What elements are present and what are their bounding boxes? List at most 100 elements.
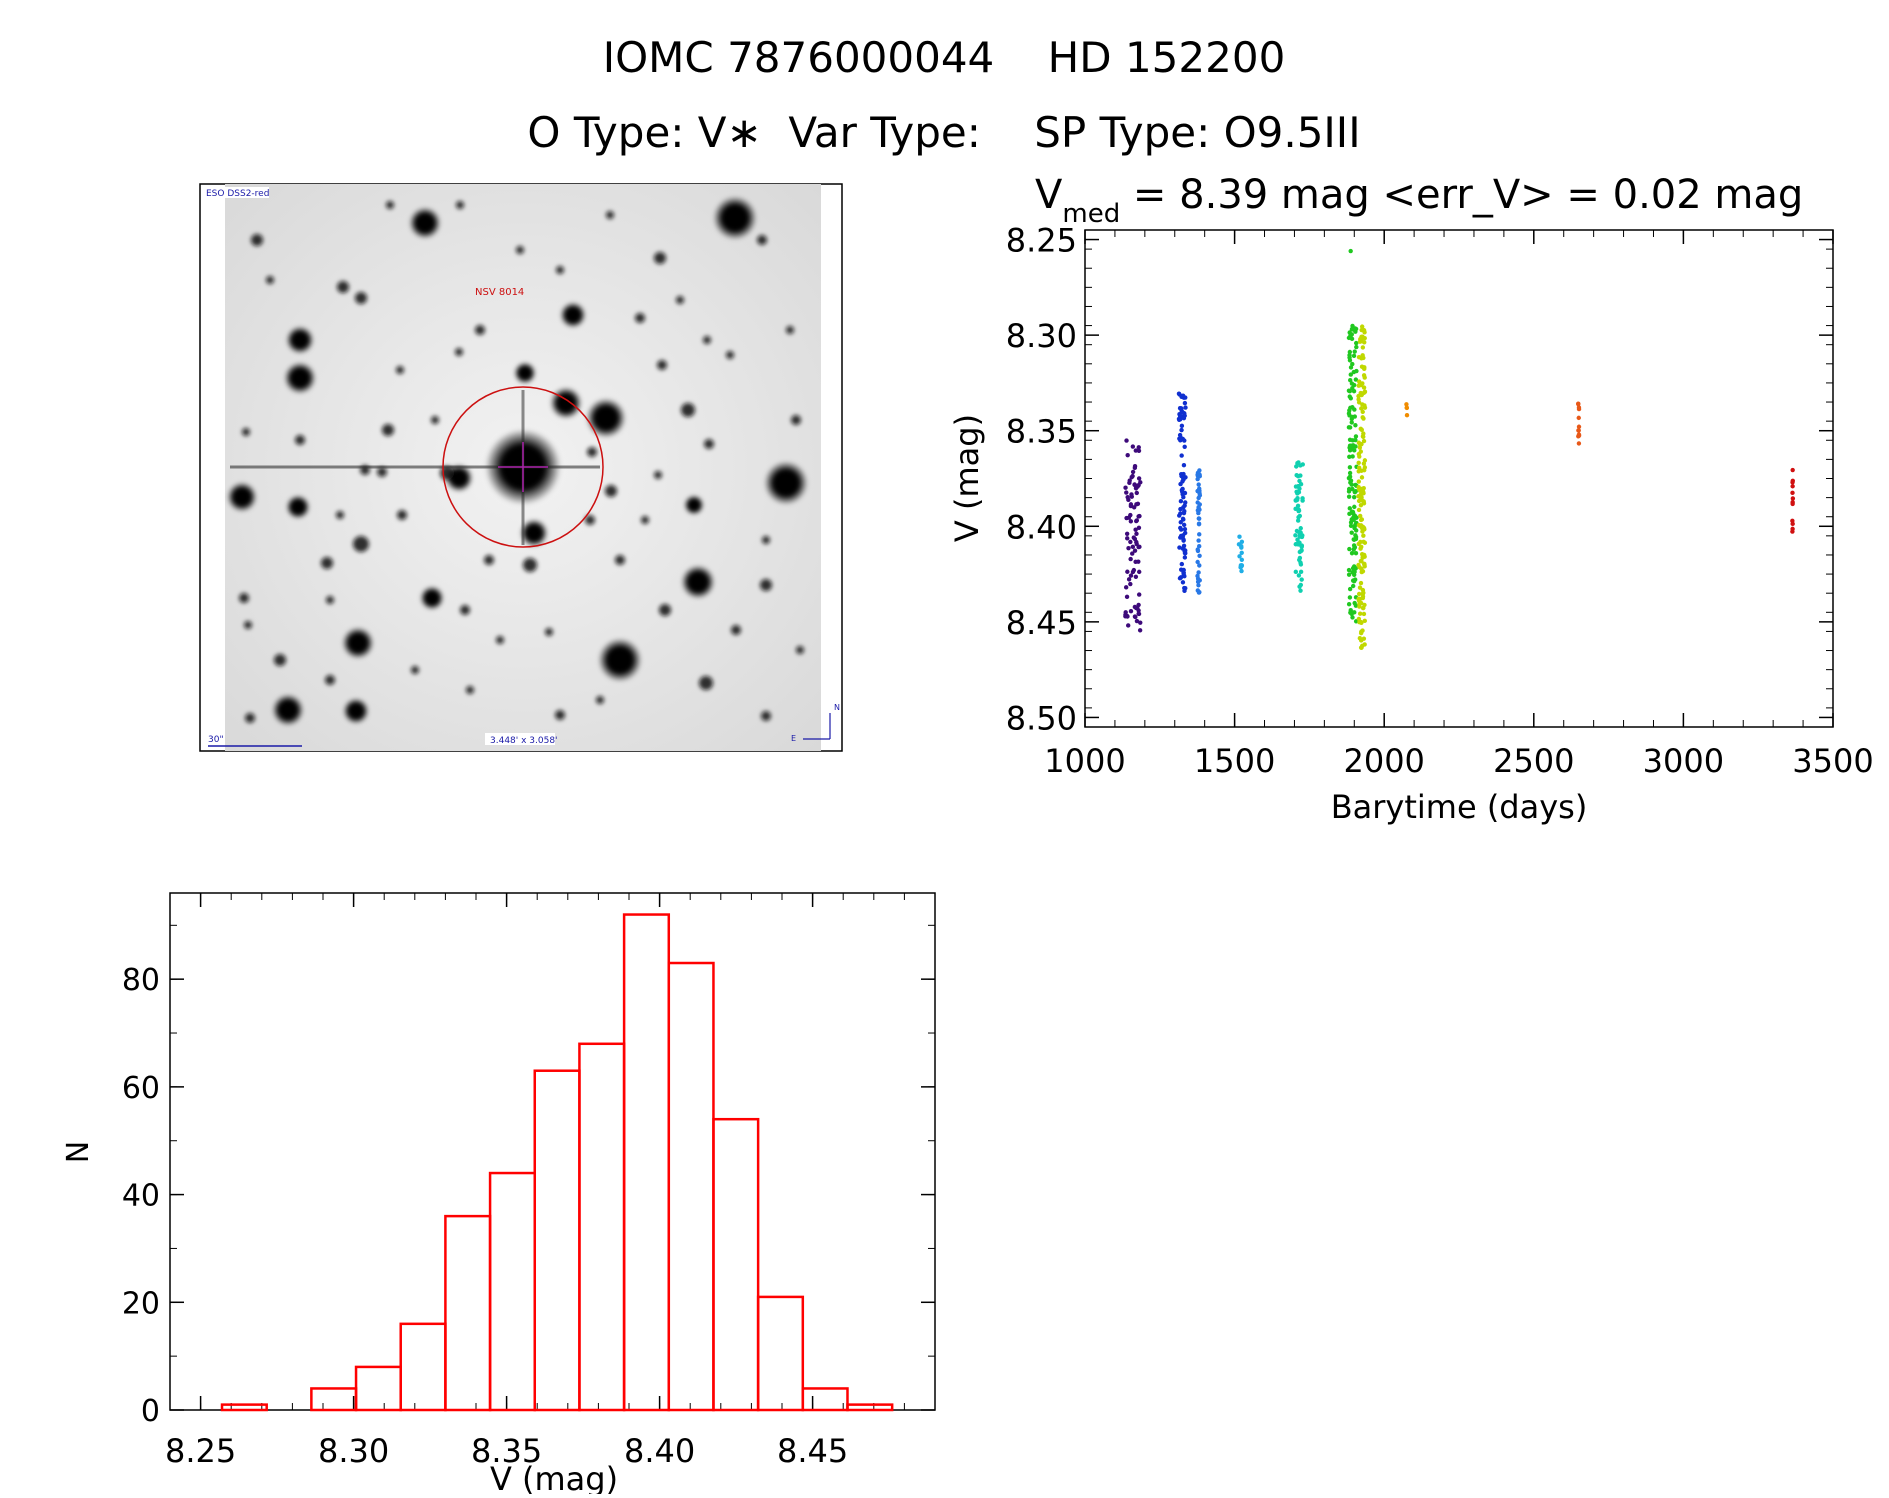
lc-point-g3 xyxy=(1239,568,1244,574)
lc-point-g5 xyxy=(1348,372,1353,377)
star-small-53 xyxy=(641,516,649,524)
star-small-61 xyxy=(336,511,344,519)
lc-point-g5 xyxy=(1352,577,1358,582)
lc-point-g5 xyxy=(1346,388,1352,393)
star-13 xyxy=(342,627,374,659)
lc-point-g4 xyxy=(1296,529,1302,535)
star-small-26 xyxy=(455,348,463,356)
lc-point-g6 xyxy=(1361,590,1366,596)
histogram-bar-12 xyxy=(756,1295,805,1412)
lc-point-g6 xyxy=(1357,585,1363,590)
lc-point-g2 xyxy=(1197,468,1202,473)
lc-point-g8 xyxy=(1576,424,1582,429)
star-small-37 xyxy=(397,510,407,520)
lc-point-g0 xyxy=(1136,448,1142,453)
lc-point-g6 xyxy=(1361,499,1366,504)
histogram-bar-13 xyxy=(801,1387,849,1412)
star-small-42 xyxy=(596,696,604,704)
star-small-15 xyxy=(659,604,671,616)
star-small-45 xyxy=(796,646,804,654)
lc-point-g1 xyxy=(1182,530,1188,536)
lc-point-g9 xyxy=(1790,518,1795,524)
lc-point-g6 xyxy=(1358,517,1364,523)
lc-point-g4 xyxy=(1298,482,1304,487)
lc-point-g2 xyxy=(1195,476,1200,482)
lc-point-g0 xyxy=(1125,452,1130,458)
lc-point-g0 xyxy=(1136,514,1141,519)
h-xtick-label-4: 8.45 xyxy=(777,1432,848,1470)
histogram-bar-11 xyxy=(712,1117,760,1412)
lc-point-g0 xyxy=(1124,594,1130,600)
lc-point-g5 xyxy=(1346,425,1352,430)
light-curve-ticks: 1000 1500 2000 2500 3000 3500 8.25 8.30 8.35 8.40… xyxy=(1006,222,1874,780)
lc-point-g5 xyxy=(1346,494,1352,499)
lc-point-g2 xyxy=(1196,482,1201,487)
lc-point-g1 xyxy=(1178,533,1184,539)
lc-point-g1 xyxy=(1178,506,1183,512)
lc-point-g4 xyxy=(1298,562,1304,567)
lc-point-g0 xyxy=(1130,551,1135,556)
object-label: NSV 8014 xyxy=(475,287,524,298)
figure-title: IOMC 7876000044 HD 152200 xyxy=(603,33,1286,82)
lc-point-g0 xyxy=(1132,614,1138,619)
lc-point-g6 xyxy=(1356,400,1362,405)
lc-xtick-label-2: 2000 xyxy=(1343,742,1424,780)
lc-point-g1 xyxy=(1181,522,1187,528)
star-20 xyxy=(684,495,704,515)
lc-point-g1 xyxy=(1179,567,1184,572)
lc-point-g5 xyxy=(1353,444,1358,449)
lc-point-g0 xyxy=(1132,536,1138,542)
lc-point-g6 xyxy=(1356,507,1362,513)
star-4 xyxy=(284,362,316,394)
lc-point-g2 xyxy=(1195,548,1201,554)
lc-point-g4 xyxy=(1298,588,1303,593)
lc-point-g2 xyxy=(1196,583,1201,588)
survey-label: ESO DSS2-red xyxy=(206,189,269,199)
lc-point-g0 xyxy=(1136,592,1142,597)
lc-point-g6 xyxy=(1360,345,1366,350)
histogram-chart: 8.25 8.30 8.35 8.40 8.45 0 20 40 60 80 V (mag) N xyxy=(61,892,936,1498)
star-small-32 xyxy=(791,415,801,425)
star-small-28 xyxy=(396,366,404,374)
star-small-43 xyxy=(731,625,741,635)
lc-point-g6 xyxy=(1359,569,1364,575)
lc-point-g0 xyxy=(1133,574,1139,579)
lc-point-g6 xyxy=(1359,475,1365,480)
star-small-39 xyxy=(274,654,286,666)
lc-point-g0 xyxy=(1124,438,1129,443)
lc-point-g0 xyxy=(1130,444,1136,449)
lc-point-g6 xyxy=(1358,580,1364,586)
lc-point-g2 xyxy=(1196,521,1202,526)
lc-point-g1 xyxy=(1181,471,1186,477)
lc-point-g9 xyxy=(1790,501,1795,507)
star-small-11 xyxy=(353,536,369,552)
compass-east-label: E xyxy=(791,734,796,743)
lc-point-g6 xyxy=(1361,605,1366,611)
lc-point-g0 xyxy=(1136,525,1142,530)
lc-point-g5 xyxy=(1353,551,1359,556)
histogram-bar-6 xyxy=(488,1171,537,1412)
lc-point-g6 xyxy=(1361,490,1366,496)
lc-point-g6 xyxy=(1359,559,1364,564)
figure-subtitle: O Type: V∗ Var Type: SP Type: O9.5III xyxy=(527,108,1360,157)
lc-point-g4 xyxy=(1296,460,1301,465)
lc-point-g6 xyxy=(1358,495,1363,500)
lc-point-g5 xyxy=(1351,353,1357,359)
lc-point-g5 xyxy=(1353,434,1359,439)
star-small-7 xyxy=(635,313,645,323)
histogram-bar-0 xyxy=(220,1403,268,1412)
lc-point-g5 xyxy=(1348,610,1353,615)
histogram-ylabel: N xyxy=(61,1141,96,1163)
scale-label: 30" xyxy=(208,735,224,745)
histogram-bar-9 xyxy=(622,913,671,1412)
lc-point-g2 xyxy=(1197,493,1203,498)
lc-point-g7 xyxy=(1404,402,1409,407)
lc-point-g0 xyxy=(1130,469,1136,475)
finder-chart: ESO DSS2-red NSV 8014 30" 3.448' x 3.058… xyxy=(199,183,843,752)
lc-point-g1 xyxy=(1179,406,1184,411)
star-small-30 xyxy=(726,351,734,359)
lc-point-g0 xyxy=(1128,573,1134,578)
star-small-52 xyxy=(585,515,595,525)
lc-point-g6 xyxy=(1359,324,1365,329)
